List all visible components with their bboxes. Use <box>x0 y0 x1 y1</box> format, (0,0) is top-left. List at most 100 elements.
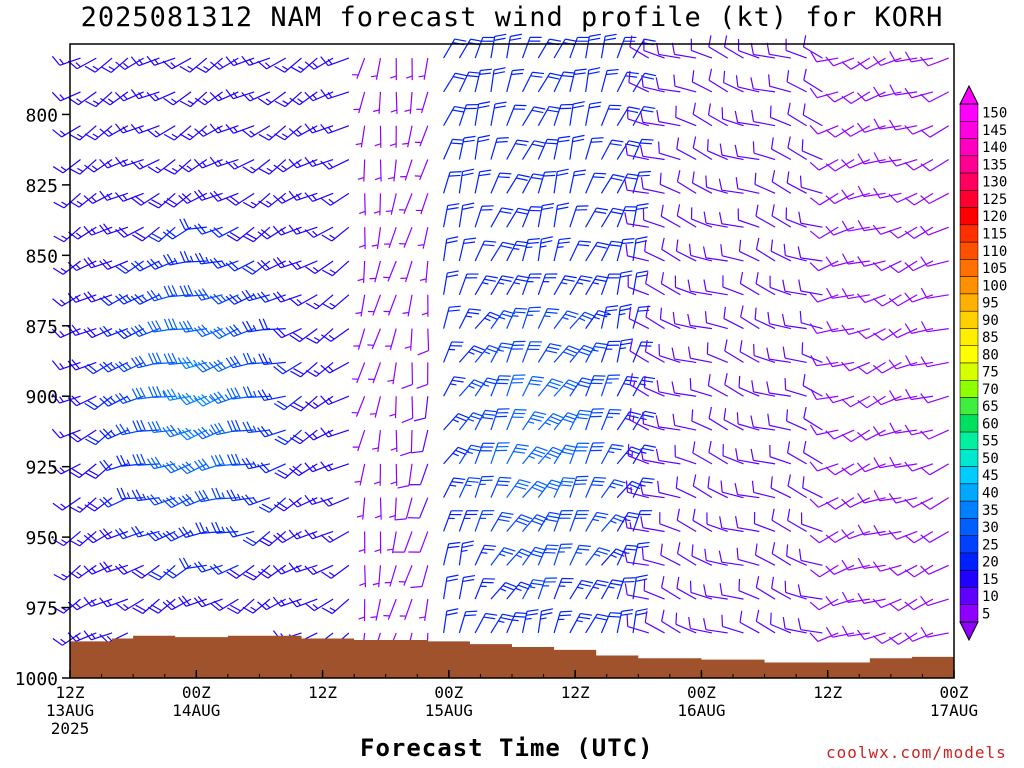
wind-barb <box>51 91 81 102</box>
wind-barb <box>53 531 81 547</box>
barb-feather <box>631 446 643 452</box>
barb-shaft <box>849 361 871 372</box>
wind-barb <box>802 103 823 127</box>
colorbar-label: 115 <box>982 227 1007 243</box>
barb-feather <box>135 489 143 501</box>
wind-barb <box>783 243 807 262</box>
barb-feather <box>257 601 267 611</box>
barb-feather <box>131 571 143 579</box>
barb-shaft <box>706 523 728 533</box>
wind-barb <box>474 205 494 228</box>
wind-barb <box>704 311 728 330</box>
barb-shaft <box>928 564 949 575</box>
barb-feather <box>280 567 286 573</box>
wind-barb <box>537 72 562 93</box>
barb-feather <box>225 89 234 100</box>
wind-barb <box>600 207 625 228</box>
barb-feather <box>546 485 559 491</box>
wind-barb <box>402 294 413 317</box>
wind-barb <box>115 328 144 340</box>
barb-feather <box>138 126 144 133</box>
wind-barb <box>629 339 650 363</box>
wind-barb <box>289 429 318 445</box>
wind-barb <box>226 387 255 400</box>
colorbar-swatch <box>959 276 979 295</box>
wind-barb <box>417 328 430 356</box>
barb-feather <box>738 375 741 388</box>
barb-feather <box>242 201 254 209</box>
wind-barb <box>320 158 350 170</box>
barb-shaft <box>724 46 744 59</box>
wind-barb <box>754 543 776 566</box>
barb-feather <box>171 167 178 173</box>
barb-feather <box>194 97 206 106</box>
barb-feather <box>404 109 411 112</box>
barb-feather <box>629 411 641 416</box>
barb-shaft <box>506 548 522 566</box>
barb-feather <box>484 240 497 243</box>
barb-feather <box>720 244 723 256</box>
barb-shaft <box>267 91 287 106</box>
barb-feather <box>577 383 590 388</box>
barb-feather <box>59 431 65 437</box>
barb-feather <box>197 325 207 336</box>
barb-feather <box>197 459 206 470</box>
wind-barb <box>506 409 527 431</box>
barb-feather <box>755 609 760 622</box>
terrain-fill <box>70 635 954 678</box>
barb-feather <box>99 529 108 540</box>
barb-feather <box>588 105 601 109</box>
y-tick-label: 825 <box>25 176 58 197</box>
barb-feather <box>390 109 398 113</box>
wind-barb <box>537 608 554 634</box>
barb-feather <box>770 239 774 252</box>
barb-feather <box>134 525 143 537</box>
barb-feather <box>311 567 318 574</box>
barb-feather <box>230 454 237 466</box>
barb-feather <box>209 258 219 269</box>
barb-feather <box>625 244 629 256</box>
wind-barb <box>443 138 465 160</box>
barb-shaft <box>658 426 681 431</box>
barb-feather <box>154 94 160 100</box>
wind-barb <box>784 378 807 397</box>
credit-link[interactable]: coolwx.com/models <box>826 743 1007 762</box>
wind-barb <box>585 547 611 566</box>
barb-feather <box>516 240 529 244</box>
colorbar-label: 75 <box>982 365 999 381</box>
wind-barb <box>707 374 729 397</box>
barb-feather <box>132 420 139 432</box>
barb-feather <box>195 66 207 73</box>
barb-feather <box>147 166 159 174</box>
wind-barb <box>841 559 870 571</box>
wind-barb <box>600 579 624 600</box>
barb-feather <box>372 582 380 586</box>
barb-feather <box>197 189 206 200</box>
barb-feather <box>920 163 931 172</box>
barb-feather <box>274 65 285 73</box>
wind-barb <box>889 51 918 63</box>
wind-barb <box>356 497 366 520</box>
barb-feather <box>274 133 285 141</box>
barb-feather <box>572 138 585 143</box>
barb-feather <box>857 256 865 267</box>
barb-feather <box>304 123 313 134</box>
barb-shaft <box>692 452 713 465</box>
wind-barb <box>210 57 239 70</box>
barb-feather <box>448 541 461 545</box>
wind-barb <box>632 72 657 93</box>
wind-barb <box>656 109 681 127</box>
colorbar-swatch <box>959 138 979 157</box>
wind-barb <box>225 56 255 67</box>
barb-shaft <box>912 125 934 135</box>
barb-feather <box>182 557 190 569</box>
barb-feather <box>99 128 110 137</box>
barb-feather <box>692 474 697 487</box>
barb-shaft <box>443 307 450 329</box>
barb-feather <box>87 291 96 302</box>
colorbar-label: 35 <box>982 503 999 519</box>
wind-barb <box>841 625 870 637</box>
barb-shaft <box>569 275 582 296</box>
wind-barb <box>304 429 334 441</box>
barb-shaft <box>626 189 649 194</box>
